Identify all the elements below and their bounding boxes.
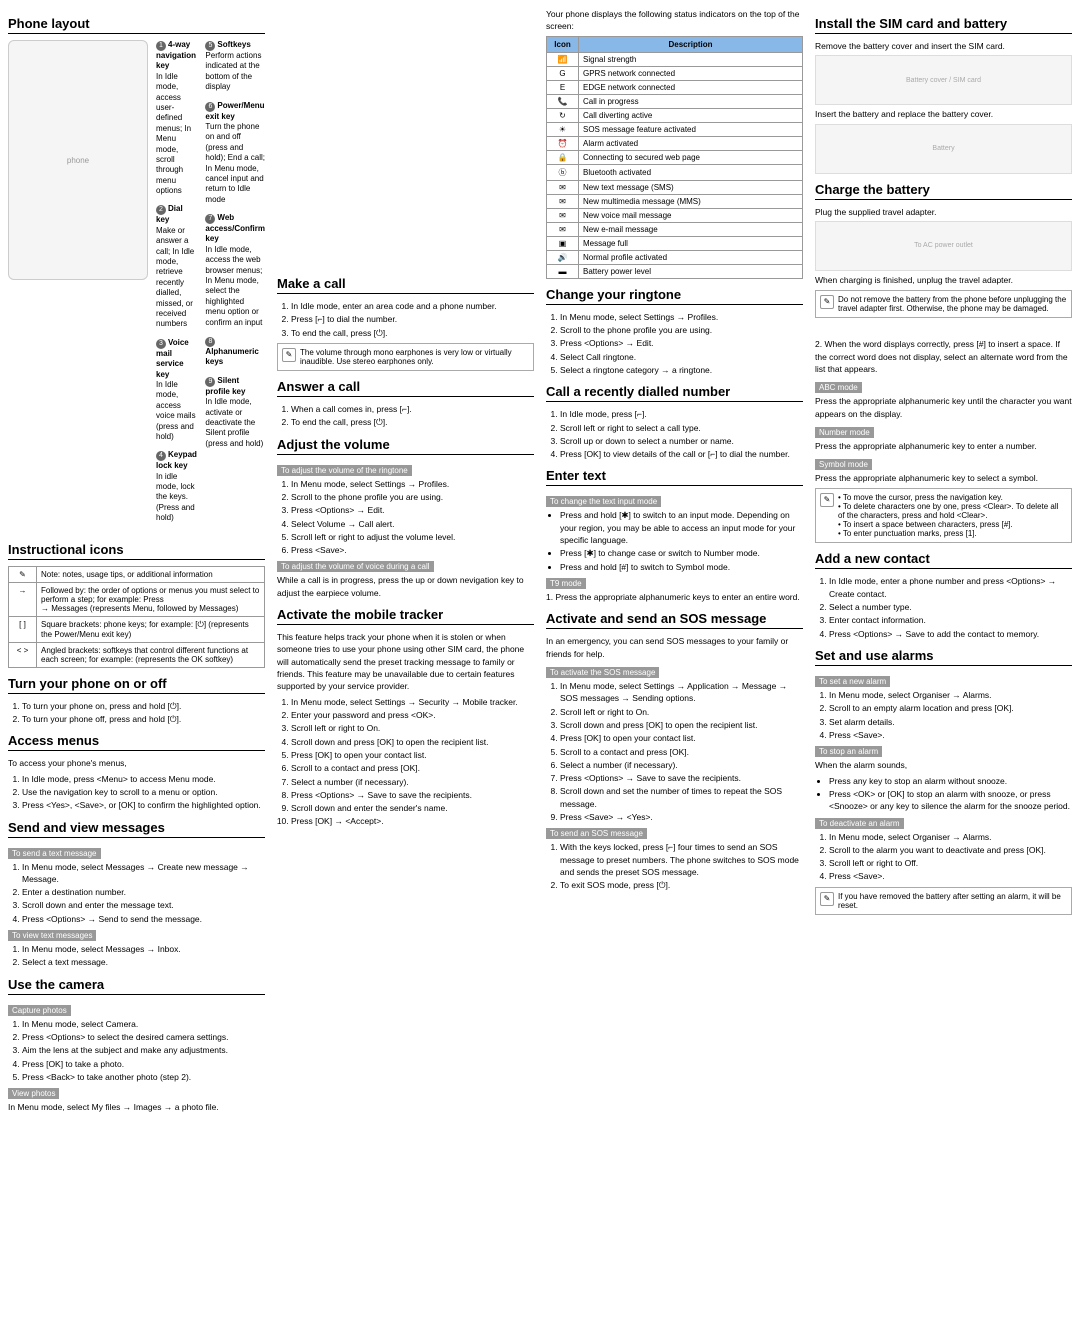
camera-tag1: Capture photos [8, 1005, 71, 1016]
tracker-list: In Menu mode, select Settings → Security… [291, 696, 534, 828]
enter-title: Enter text [546, 468, 803, 486]
instructional-title: Instructional icons [8, 542, 265, 560]
alarms-note: ✎If you have removed the battery after s… [815, 887, 1072, 915]
earphone-note: ✎The volume through mono earphones is ve… [277, 343, 534, 371]
note-icon: ✎ [820, 892, 834, 906]
abc-tag: ABC mode [815, 382, 862, 393]
note-icon: ✎ [820, 493, 834, 507]
alarms-p2: When the alarm sounds, [815, 759, 1072, 771]
note-icon: ✎ [820, 295, 834, 309]
sim-diagram: Battery cover / SIM card [815, 55, 1072, 105]
sos-title: Activate and send an SOS message [546, 611, 803, 629]
battery-diagram: Battery [815, 124, 1072, 174]
tracker-intro: This feature helps track your phone when… [277, 631, 534, 693]
enter-bullets: Press and hold [✱] to switch to an input… [560, 509, 803, 573]
makecall-title: Make a call [277, 276, 534, 294]
enter-tag1: To change the text input mode [546, 496, 661, 507]
camera-list: In Menu mode, select Camera.Press <Optio… [22, 1018, 265, 1084]
alarms-list1: In Menu mode, select Organiser → Alarms.… [829, 689, 1072, 741]
instructional-table: ✎Note: notes, usage tips, or additional … [8, 566, 265, 668]
num-p: Press the appropriate alphanumeric key t… [815, 440, 1072, 452]
access-intro: To access your phone's menus, [8, 757, 265, 769]
volume-title: Adjust the volume [277, 437, 534, 455]
phone-layout-diagram: phone 14-way navigation keyIn Idle mode,… [8, 40, 265, 532]
sym-tag: Symbol mode [815, 459, 872, 470]
charge-1: Plug the supplied travel adapter. [815, 206, 1072, 218]
sos-tag1: To activate the SOS message [546, 667, 659, 678]
num-tag: Number mode [815, 427, 874, 438]
charge-title: Charge the battery [815, 182, 1072, 200]
volume-tag1: To adjust the volume of the ringtone [277, 465, 412, 476]
volume-p: While a call is in progress, press the u… [277, 574, 534, 599]
access-list: In Idle mode, press <Menu> to access Men… [22, 773, 265, 812]
note-icon: ✎ [282, 348, 296, 362]
camera-tag2: View photos [8, 1088, 59, 1099]
tracker-title: Activate the mobile tracker [277, 607, 534, 625]
status-table: IconDescription 📶Signal strengthGGPRS ne… [546, 36, 803, 279]
send-tag2: To view text messages [8, 930, 96, 941]
access-title: Access menus [8, 733, 265, 751]
send-title: Send and view messages [8, 820, 265, 838]
alarms-tag1: To set a new alarm [815, 676, 890, 687]
volume-list: In Menu mode, select Settings → Profiles… [291, 478, 534, 557]
turn-title: Turn your phone on or off [8, 676, 265, 694]
textcont-p1: 2. When the word displays correctly, pre… [815, 338, 1072, 375]
camera-view-p: In Menu mode, select My files → Images →… [8, 1101, 265, 1113]
phone-illustration: phone [8, 40, 148, 280]
charger-diagram: To AC power outlet [815, 221, 1072, 271]
send-list1: In Menu mode, select Messages → Create n… [22, 861, 265, 926]
sos-intro: In an emergency, you can send SOS messag… [546, 635, 803, 660]
send-list2: In Menu mode, select Messages → Inbox.Se… [22, 943, 265, 969]
ringtone-title: Change your ringtone [546, 287, 803, 305]
sym-p: Press the appropriate alphanumeric key t… [815, 472, 1072, 484]
contact-title: Add a new contact [815, 551, 1072, 569]
alarms-b2: Press any key to stop an alarm without s… [829, 775, 1072, 813]
status-intro: Your phone displays the following status… [546, 8, 803, 33]
recent-title: Call a recently dialled number [546, 384, 803, 402]
answer-title: Answer a call [277, 379, 534, 397]
enter-tag2: T9 mode [546, 578, 586, 589]
volume-tag2: To adjust the volume of voice during a c… [277, 561, 434, 572]
phone-layout-title: Phone layout [8, 16, 265, 34]
ringtone-list: In Menu mode, select Settings → Profiles… [560, 311, 803, 377]
abc-p: Press the appropriate alphanumeric key u… [815, 395, 1072, 420]
alarms-tag3: To deactivate an alarm [815, 818, 904, 829]
makecall-list: In Idle mode, enter an area code and a p… [291, 300, 534, 339]
alarms-list3: In Menu mode, select Organiser → Alarms.… [829, 831, 1072, 883]
contact-list: In Idle mode, enter a phone number and p… [829, 575, 1072, 640]
sos-list2: With the keys locked, press [⌐] four tim… [560, 841, 803, 891]
charge-note: ✎Do not remove the battery from the phon… [815, 290, 1072, 318]
send-tag1: To send a text message [8, 848, 101, 859]
enter-p: 1. Press the appropriate alphanumeric ke… [546, 591, 803, 603]
alarms-title: Set and use alarms [815, 648, 1072, 666]
answer-list: When a call comes in, press [⌐].To end t… [291, 403, 534, 429]
turn-list: To turn your phone on, press and hold [⏻… [22, 700, 265, 726]
install-1: Remove the battery cover and insert the … [815, 40, 1072, 52]
charge-2: When charging is finished, unplug the tr… [815, 274, 1072, 286]
camera-title: Use the camera [8, 977, 265, 995]
install-title: Install the SIM card and battery [815, 16, 1072, 34]
alarms-tag2: To stop an alarm [815, 746, 882, 757]
sos-list: In Menu mode, select Settings → Applicat… [560, 680, 803, 823]
recent-list: In Idle mode, press [⌐].Scroll left or r… [560, 408, 803, 460]
sos-tag2: To send an SOS message [546, 828, 647, 839]
textcont-note: ✎• To move the cursor, press the navigat… [815, 488, 1072, 543]
install-2: Insert the battery and replace the batte… [815, 108, 1072, 120]
